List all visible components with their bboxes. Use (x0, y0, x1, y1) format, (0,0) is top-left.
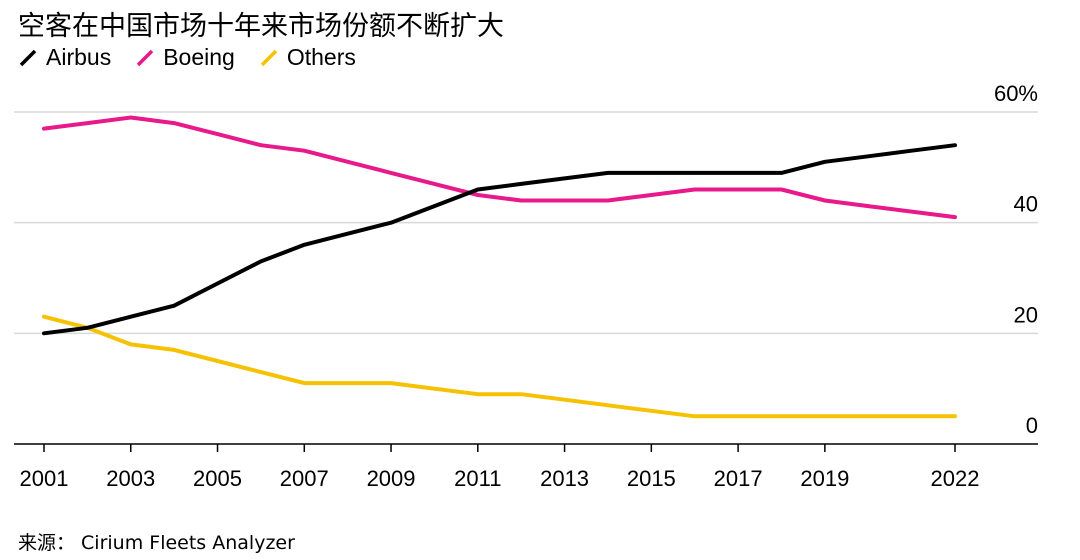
y-tick-label-20: 20 (1014, 302, 1038, 327)
x-tick-label-2011: 2011 (454, 466, 501, 491)
x-tick-label-2015: 2015 (627, 466, 676, 491)
series-line-airbus (42, 143, 957, 336)
legend: Airbus Boeing Others (18, 44, 380, 71)
x-tick-label-2003: 2003 (106, 466, 155, 491)
x-tick-label-2022: 2022 (931, 466, 980, 491)
legend-label-boeing: Boeing (163, 44, 235, 70)
legend-item-boeing: Boeing (135, 44, 235, 71)
source-note: 来源： Cirium Fleets Analyzer (18, 532, 295, 554)
series-line-boeing (42, 115, 957, 220)
chart-title: 空客在中国市场十年来市场份额不断扩大 (18, 11, 504, 42)
x-tick-label-2013: 2013 (540, 466, 589, 491)
legend-item-others: Others (259, 44, 356, 71)
x-tick-label-2005: 2005 (193, 466, 242, 491)
legend-swatch-airbus (19, 49, 37, 66)
legend-item-airbus: Airbus (18, 44, 111, 71)
y-tick-label-40: 40 (1014, 192, 1038, 217)
x-tick-label-2001: 2001 (20, 466, 69, 491)
x-tick-label-2019: 2019 (800, 466, 849, 491)
legend-label-others: Others (286, 44, 356, 70)
x-tick-label-2009: 2009 (367, 466, 416, 491)
y-tick-label-0: 0 (1026, 413, 1038, 438)
legend-swatch-others (260, 49, 278, 66)
legend-label-airbus: Airbus (46, 44, 112, 70)
legend-swatch-boeing (136, 49, 154, 66)
y-tick-label-60: 60% (994, 81, 1038, 106)
x-tick-label-2007: 2007 (280, 466, 329, 491)
x-tick-label-2017: 2017 (714, 466, 763, 491)
series-line-others (42, 314, 957, 419)
